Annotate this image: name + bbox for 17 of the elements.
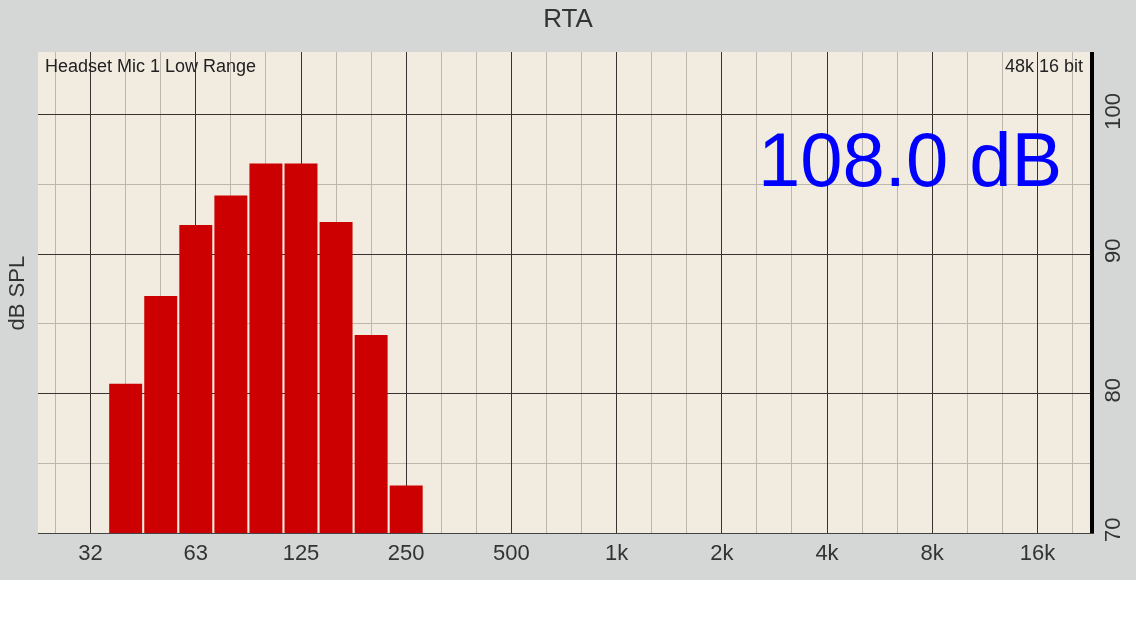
x-tick-label: 125 [282,540,320,566]
x-tick-label: 8k [920,540,945,566]
y-axis-title: dB SPL [4,255,30,331]
y-tick-label: 100 [1100,93,1126,130]
x-tick-label: 500 [493,540,530,566]
y-tick-label: 90 [1100,238,1126,264]
x-tick-label: 4k [815,540,840,566]
x-tick-label: 250 [387,540,425,566]
y-tick-label: 80 [1100,378,1126,403]
x-tick-label: 32 [78,540,103,566]
x-tick-label: 16k [1019,540,1057,566]
x-tick-label: 1k [604,540,630,566]
x-tick-label: 2k [710,540,735,566]
chart-title: RTA [543,2,594,33]
y-tick-label: 70 [1100,517,1126,542]
annotation: 48k 16 bit [1005,56,1084,76]
x-tick-label: 63 [183,540,209,566]
